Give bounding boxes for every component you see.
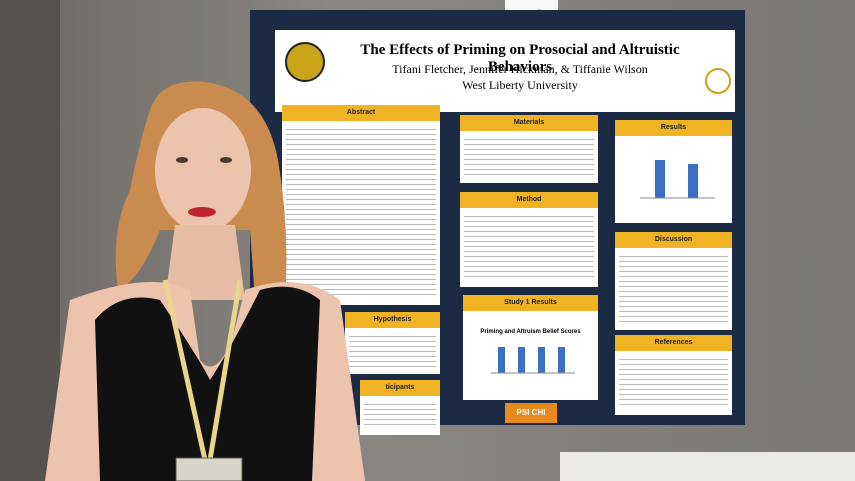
text-block xyxy=(619,357,728,409)
bar-graphic xyxy=(655,160,665,198)
section-header: Discussion xyxy=(615,232,732,248)
text-block xyxy=(464,214,594,281)
bar-graphic xyxy=(538,347,545,373)
title-banner: The Effects of Priming on Prosocial and … xyxy=(275,30,735,112)
section-header: Abstract xyxy=(282,105,440,121)
bar-graphic xyxy=(498,347,505,373)
section-header: ticipants xyxy=(360,380,440,396)
mini-chart xyxy=(491,347,575,374)
text-block xyxy=(349,334,436,368)
dress xyxy=(95,286,320,481)
bar-graphic xyxy=(518,347,525,373)
text-block xyxy=(286,127,436,299)
neck xyxy=(165,225,245,300)
results-panel xyxy=(615,120,732,223)
affiliation: West Liberty University xyxy=(462,78,578,92)
section-header: Method xyxy=(460,192,598,208)
wall-shadow xyxy=(0,0,60,481)
lanyard xyxy=(162,279,243,461)
mini-chart xyxy=(640,160,715,199)
bar-graphic xyxy=(688,164,698,198)
logo xyxy=(705,68,731,94)
lips xyxy=(188,207,216,217)
study-results-panel: Priming and Altruism Belief Scores xyxy=(463,295,598,400)
eye xyxy=(176,157,188,163)
face xyxy=(155,108,251,232)
section-header: Hypothesis xyxy=(345,312,440,328)
section-header: References xyxy=(615,335,732,351)
eye xyxy=(220,157,232,163)
section-header: Study 1 Results xyxy=(463,295,598,311)
text-block xyxy=(364,402,436,429)
table xyxy=(560,452,855,481)
psi-chi-logo: PSI CHI xyxy=(505,403,557,423)
bar-graphic xyxy=(558,347,565,373)
text-block xyxy=(619,254,728,324)
section-header: Materials xyxy=(460,115,598,131)
authors: Tifani Fletcher, Jennifer Hickman, & Tif… xyxy=(392,62,648,76)
poster-title: The Effects of Priming on Prosocial and … xyxy=(360,42,680,75)
badge xyxy=(175,457,243,481)
abstract-panel xyxy=(282,105,440,305)
logo xyxy=(285,42,325,82)
text-block xyxy=(464,137,594,177)
chart-title: Priming and Altruism Belief Scores xyxy=(480,329,581,335)
discussion-panel xyxy=(615,232,732,330)
section-header: Results xyxy=(615,120,732,136)
